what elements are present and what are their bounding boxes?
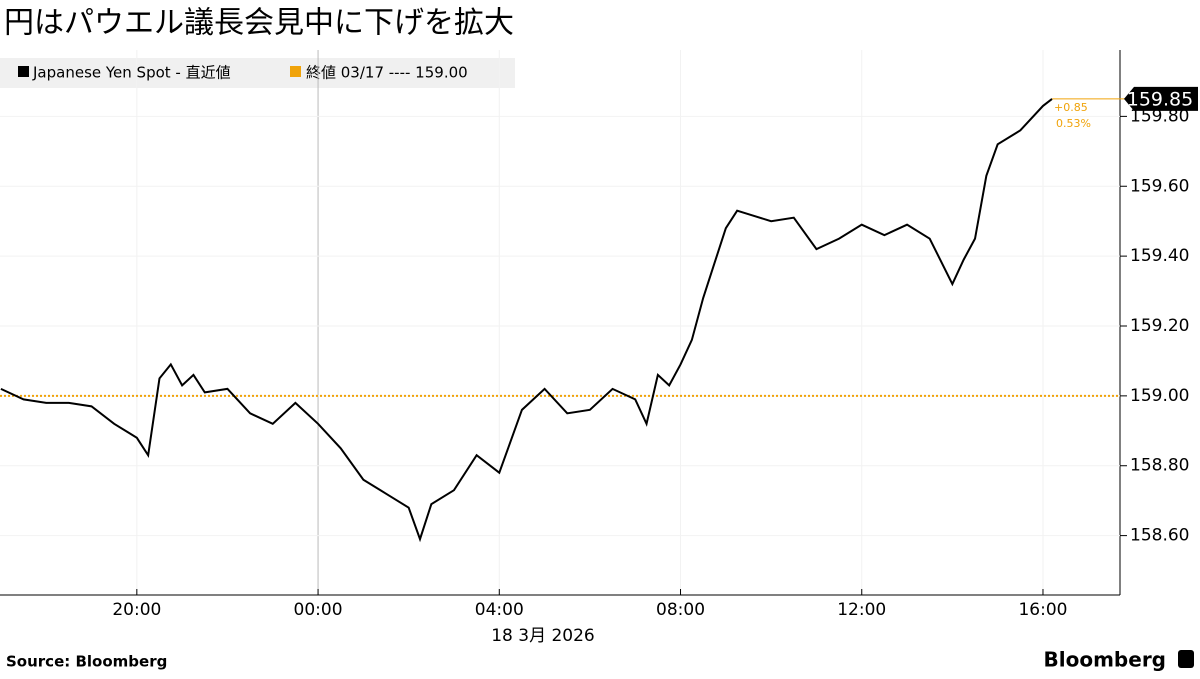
change-pct-label: 0.53% [1056, 117, 1091, 130]
x-tick-label: 16:00 [1018, 600, 1067, 620]
x-tick-label: 08:00 [656, 600, 705, 620]
legend-swatch [18, 66, 29, 77]
legend-label: Japanese Yen Spot - 直近値 [32, 64, 231, 82]
brand: Bloomberg [1044, 648, 1166, 672]
x-tick-label: 12:00 [837, 600, 886, 620]
y-tick-label: 159.80 [1130, 106, 1189, 126]
legend-box [0, 58, 515, 88]
price-line [0, 98, 1053, 543]
x-tick-label: 04:00 [475, 600, 524, 620]
x-tick-label: 00:00 [294, 600, 343, 620]
brand-icon [1178, 650, 1194, 668]
y-tick-label: 158.80 [1130, 456, 1189, 476]
change-label: +0.85 [1054, 101, 1088, 114]
last-value-label: 159.85 [1127, 88, 1193, 110]
legend-swatch [290, 66, 301, 77]
y-tick-label: 159.00 [1130, 386, 1189, 406]
y-tick-label: 159.20 [1130, 316, 1189, 336]
y-tick-label: 159.60 [1130, 176, 1189, 196]
legend-label: 終値 03/17 ---- 159.00 [306, 64, 468, 82]
x-tick-label: 20:00 [112, 600, 161, 620]
source: Source: Bloomberg [6, 653, 167, 671]
y-tick-label: 158.60 [1130, 526, 1189, 546]
y-tick-label: 159.40 [1130, 246, 1189, 266]
x-axis-label: 18 3月 2026 [491, 626, 595, 646]
last-value-tag [1124, 86, 1198, 111]
chart-title: 円はパウエル議長会見中に下げを拡大 [4, 6, 514, 41]
